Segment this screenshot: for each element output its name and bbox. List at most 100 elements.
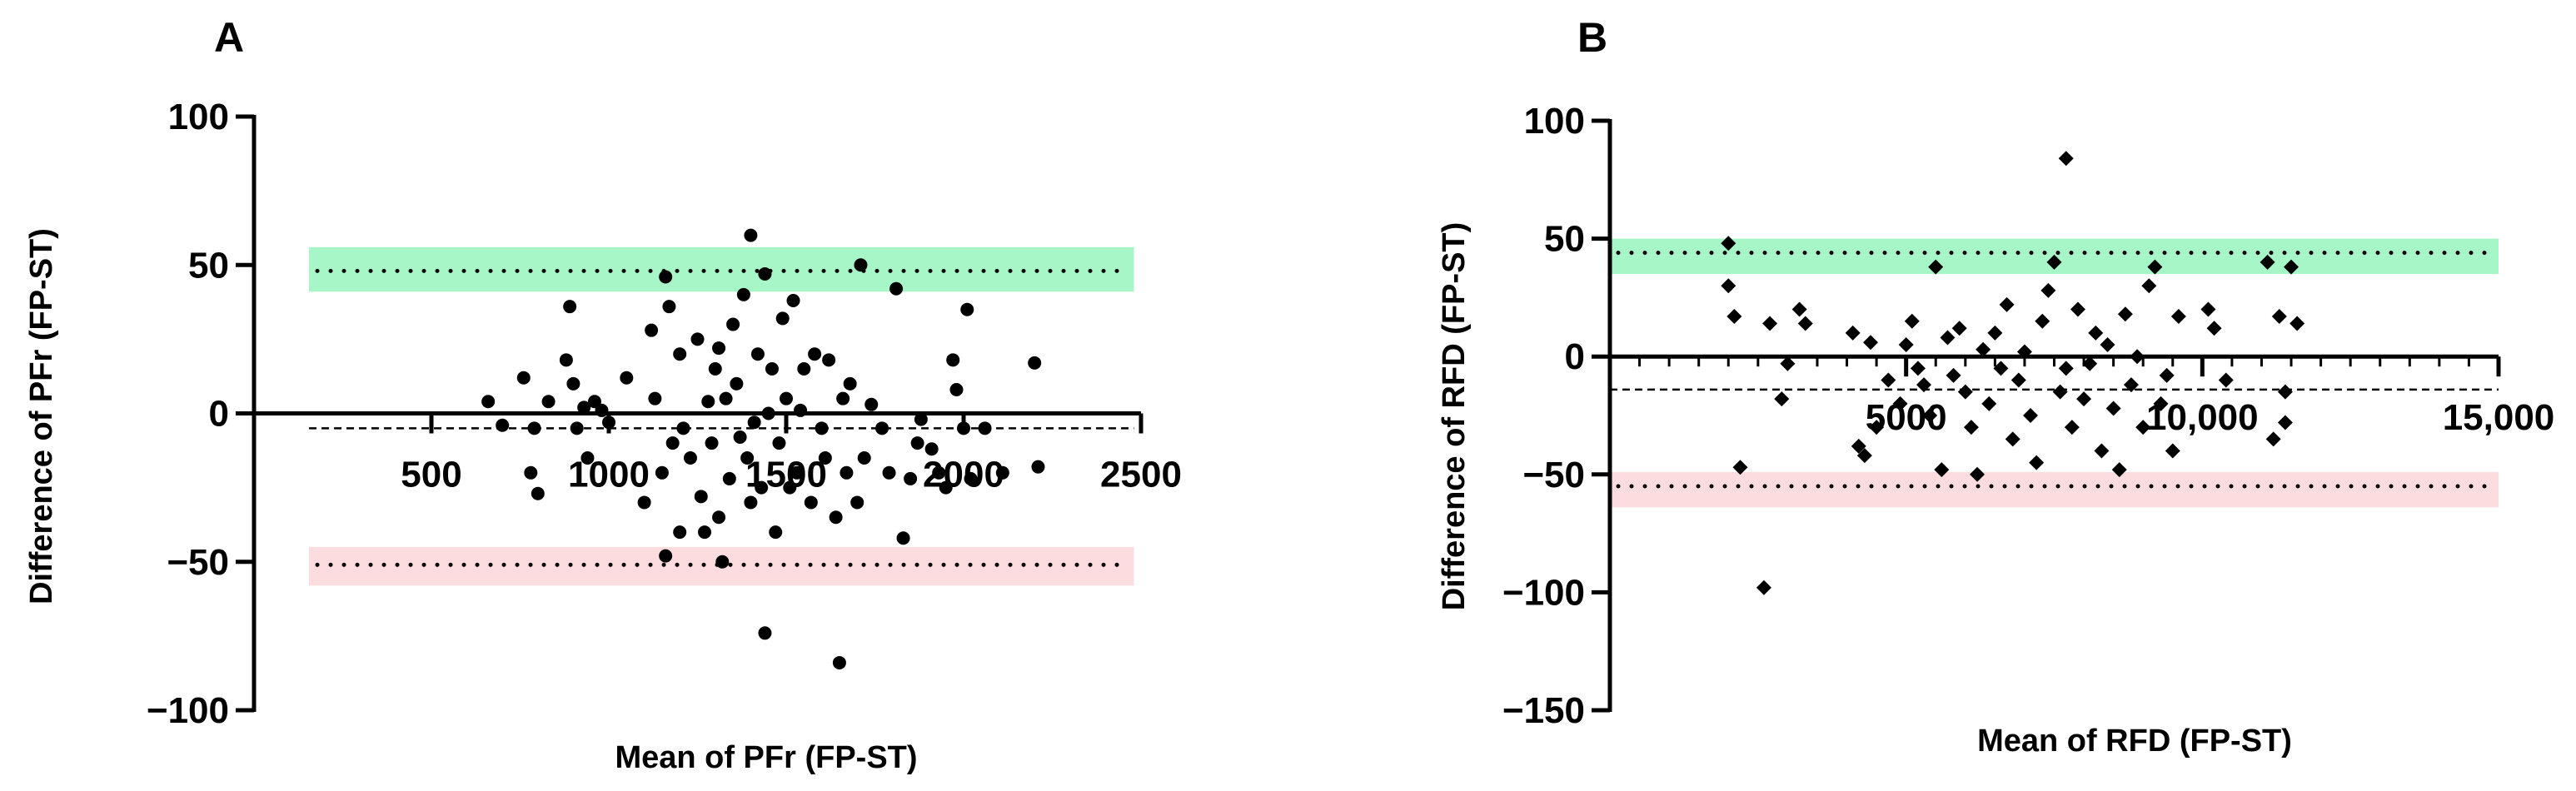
x-tick-label: 5000 bbox=[1866, 397, 1947, 438]
x-tick-label: 10,000 bbox=[2146, 397, 2259, 438]
data-point bbox=[570, 421, 584, 435]
data-point bbox=[1981, 396, 1997, 411]
data-point bbox=[2277, 415, 2293, 430]
data-point bbox=[758, 266, 772, 281]
data-point bbox=[769, 525, 783, 540]
data-point bbox=[587, 395, 601, 409]
data-point bbox=[2284, 259, 2299, 275]
data-point bbox=[577, 400, 591, 415]
data-point bbox=[2135, 420, 2151, 435]
data-point bbox=[1881, 372, 1896, 388]
data-point bbox=[733, 430, 747, 445]
data-point bbox=[2094, 443, 2110, 459]
x-tick-label: 500 bbox=[401, 455, 461, 495]
data-point bbox=[2076, 391, 2092, 407]
data-point bbox=[659, 549, 673, 563]
y-tick-label: 100 bbox=[168, 97, 229, 137]
data-point bbox=[750, 347, 765, 361]
data-point bbox=[2153, 396, 2169, 411]
data-point bbox=[496, 418, 510, 432]
data-point bbox=[2064, 420, 2080, 435]
data-point bbox=[829, 510, 843, 525]
data-point bbox=[659, 270, 673, 284]
data-point bbox=[736, 287, 750, 301]
data-point bbox=[1892, 396, 1908, 411]
data-point bbox=[645, 323, 659, 337]
data-point bbox=[1791, 301, 1807, 317]
data-point bbox=[637, 495, 651, 510]
data-point bbox=[1916, 377, 1932, 393]
data-point bbox=[932, 465, 946, 480]
data-point bbox=[949, 382, 964, 396]
data-point bbox=[822, 353, 836, 367]
data-point bbox=[1726, 309, 1742, 325]
data-point bbox=[797, 362, 811, 376]
data-point bbox=[1928, 259, 1944, 275]
data-point bbox=[2088, 325, 2104, 341]
data-point bbox=[857, 450, 871, 465]
data-point bbox=[527, 421, 541, 435]
x-tick-label: 2000 bbox=[923, 455, 1004, 495]
data-point bbox=[1721, 236, 1736, 251]
data-point bbox=[783, 480, 797, 495]
data-point bbox=[2111, 462, 2127, 478]
data-point bbox=[995, 465, 1009, 480]
data-point bbox=[875, 421, 889, 435]
data-point bbox=[673, 525, 687, 540]
data-point bbox=[864, 397, 879, 411]
data-point bbox=[772, 436, 786, 450]
data-point bbox=[758, 626, 772, 640]
data-point bbox=[1845, 325, 1861, 341]
data-point bbox=[2058, 361, 2074, 376]
data-point bbox=[2052, 384, 2068, 400]
data-point bbox=[2029, 455, 2045, 470]
data-point bbox=[2218, 372, 2234, 388]
panel-a-y-ticks: 100 50 0 −50 −100 bbox=[147, 97, 254, 731]
data-point bbox=[2010, 372, 2026, 388]
panel-a-points bbox=[481, 228, 1045, 669]
data-point bbox=[744, 495, 758, 510]
data-point bbox=[580, 450, 595, 465]
data-point bbox=[808, 347, 822, 361]
data-point bbox=[683, 450, 697, 465]
data-point bbox=[726, 317, 740, 331]
data-point bbox=[2035, 313, 2050, 329]
data-point bbox=[2046, 254, 2062, 270]
data-point bbox=[740, 450, 755, 465]
panel-b-y-ticks: 100 50 0 −50 −100 −150 bbox=[1502, 101, 1610, 731]
data-point bbox=[559, 353, 573, 367]
data-point bbox=[2271, 309, 2287, 325]
data-point bbox=[1762, 316, 1778, 331]
data-point bbox=[662, 300, 676, 314]
data-point bbox=[701, 395, 715, 409]
data-point bbox=[1987, 325, 2003, 341]
data-point bbox=[1993, 361, 2009, 376]
data-point bbox=[843, 376, 857, 391]
data-point bbox=[2005, 431, 2020, 447]
data-point bbox=[2265, 431, 2281, 447]
data-point bbox=[531, 486, 545, 500]
data-point bbox=[765, 362, 779, 376]
data-point bbox=[2170, 309, 2186, 325]
data-point bbox=[705, 436, 719, 450]
data-point bbox=[744, 228, 758, 242]
data-point bbox=[2165, 443, 2180, 459]
data-point bbox=[2141, 278, 2157, 294]
data-point bbox=[1732, 460, 1748, 475]
data-point bbox=[1028, 356, 1042, 370]
data-point bbox=[2159, 367, 2175, 383]
data-point bbox=[2082, 356, 2098, 371]
data-point bbox=[780, 391, 793, 405]
x-tick-label: 1500 bbox=[745, 455, 827, 495]
data-point bbox=[1970, 466, 1986, 482]
data-point bbox=[481, 395, 496, 409]
data-point bbox=[2058, 151, 2074, 167]
data-point bbox=[2260, 254, 2275, 270]
panel-b-y-axis-title: Difference of RFD (FP-ST) bbox=[1437, 222, 1472, 611]
data-point bbox=[563, 300, 577, 314]
panel-a-letter: A bbox=[214, 14, 244, 61]
panel-a-y-axis-title: Difference of PFr (FP-ST) bbox=[24, 228, 59, 604]
panel-a-x-axis-title: Mean of PFr (FP-ST) bbox=[615, 740, 917, 775]
data-point bbox=[620, 371, 634, 385]
